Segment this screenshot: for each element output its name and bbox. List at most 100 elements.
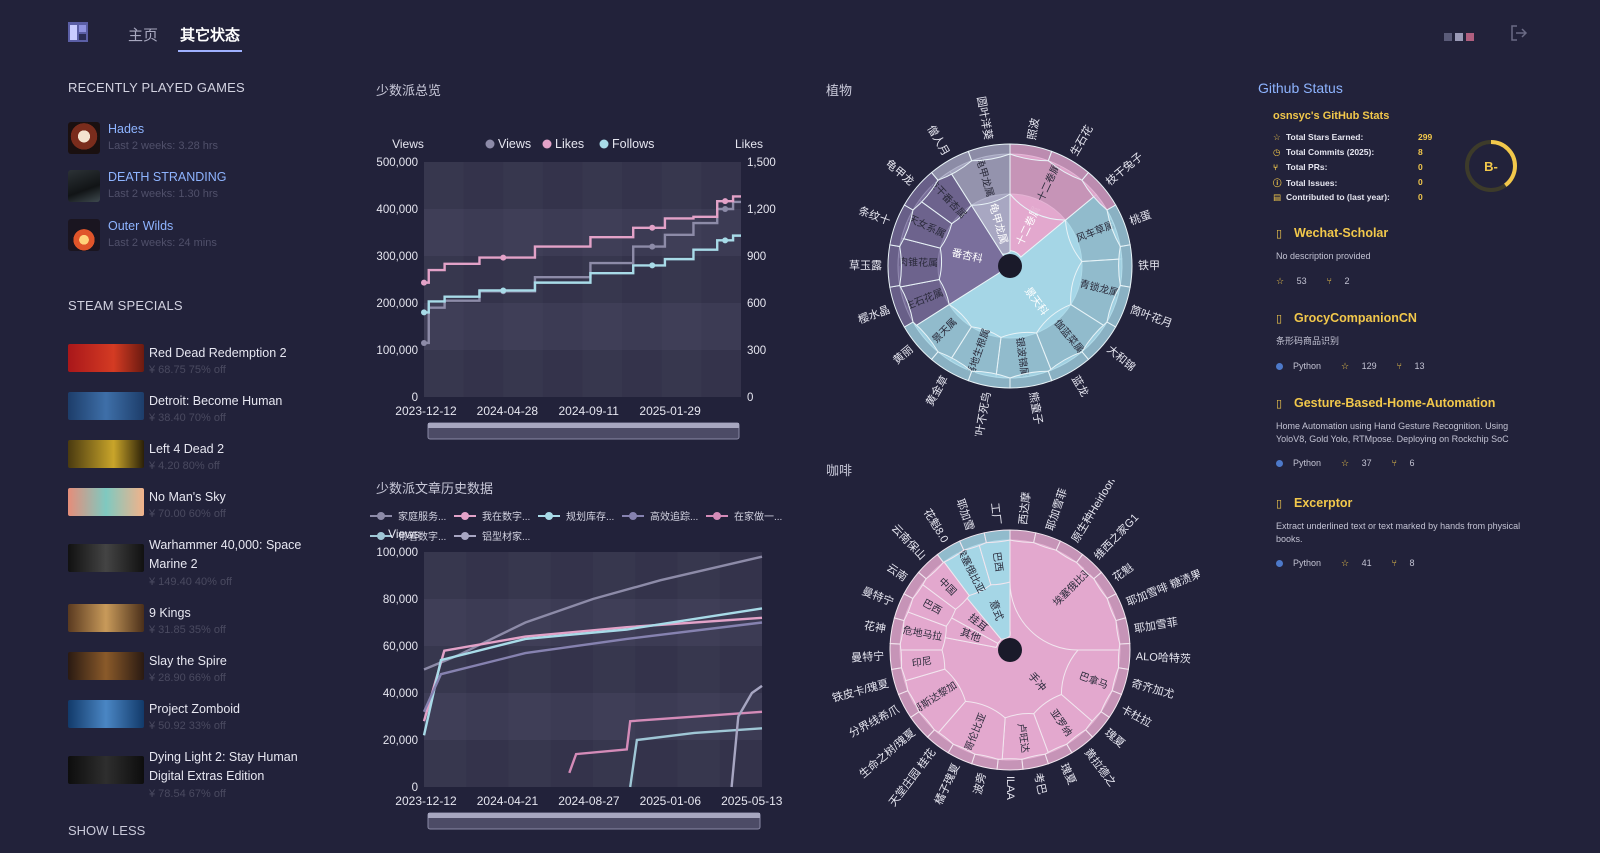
zoom-handle[interactable] xyxy=(428,813,760,818)
special-name[interactable]: 9 Kings xyxy=(149,606,191,620)
legend-item[interactable]: Likes xyxy=(542,137,585,151)
sunburst-outer-label: 云南 xyxy=(884,561,910,584)
special-price: ¥ 38.40 70% off xyxy=(149,412,226,424)
legend-item[interactable]: 铝型材家... xyxy=(454,530,530,543)
data-point[interactable] xyxy=(421,309,427,316)
sunburst-outer-label: 奇齐加尤 xyxy=(1130,676,1176,701)
series-line[interactable] xyxy=(629,727,763,788)
theme-dot-icon[interactable] xyxy=(1466,33,1474,41)
theme-dot-icon[interactable] xyxy=(1444,33,1452,41)
zoom-handle[interactable] xyxy=(428,423,739,428)
game-name[interactable]: DEATH STRANDING xyxy=(108,170,227,184)
special-name[interactable]: Dying Light 2: Stay Human Digital Extras… xyxy=(149,750,298,783)
history-line-chart: 家庭服务... 我在数字... 规划库存... 高效追踪... 在家做一... 带着数字.… xyxy=(370,510,783,830)
sunburst-outer-label: 大和锦 xyxy=(1104,342,1138,374)
repo-name[interactable]: GrocyCompanionCN xyxy=(1294,311,1417,325)
sunburst-outer-label: 花神 xyxy=(863,618,887,635)
legend-label: 在家做一... xyxy=(734,510,782,523)
sunburst-outer-segment[interactable] xyxy=(967,143,1011,162)
zoom-slider[interactable] xyxy=(427,812,761,830)
data-point[interactable] xyxy=(722,237,729,244)
zoom-slider[interactable] xyxy=(427,422,740,440)
book-icon: ▤ xyxy=(1273,192,1282,202)
data-point[interactable] xyxy=(722,206,729,212)
sunburst-outer-segment[interactable] xyxy=(889,642,903,670)
data-point[interactable] xyxy=(421,339,427,346)
recent-game-row[interactable]: DEATH STRANDING Last 2 weeks: 1.30 hrs xyxy=(68,170,338,206)
sunburst-outer-segment[interactable] xyxy=(887,244,902,288)
special-name[interactable]: Slay the Spire xyxy=(149,654,227,668)
logout-icon[interactable] xyxy=(1510,24,1528,42)
gh-stats-card-title: osnsyc's GitHub Stats xyxy=(1273,110,1390,122)
sunburst-outer-segment[interactable] xyxy=(1118,244,1133,288)
data-point[interactable] xyxy=(649,224,656,231)
plot-col-band xyxy=(503,162,543,397)
legend-item[interactable]: 带着数字... xyxy=(370,530,446,543)
data-point[interactable] xyxy=(500,254,507,261)
game-name[interactable]: Hades xyxy=(108,122,145,136)
nav-home[interactable]: 主页 xyxy=(128,27,159,44)
sunburst-outer-label: 僧人月 xyxy=(924,123,952,158)
nav-other-status[interactable]: 其它状态 xyxy=(177,24,243,52)
sunburst-outer-label: ALO哈特茨 xyxy=(1135,649,1191,666)
y2-axis-label: Likes xyxy=(735,137,763,151)
recent-game-row[interactable]: Outer Wilds Last 2 weeks: 24 mins xyxy=(68,219,338,255)
legend-item[interactable]: 我在数字... xyxy=(454,510,530,523)
game-thumbnail xyxy=(68,440,144,468)
legend-marker xyxy=(542,139,552,149)
sunburst-outer-label: 圆叶洋葵 xyxy=(974,96,995,141)
data-point[interactable] xyxy=(500,287,507,294)
y-tick-label: 0 xyxy=(412,392,418,404)
sunburst-outer-label: 蓝龙 xyxy=(1069,373,1091,399)
special-price: ¥ 31.85 35% off xyxy=(149,624,226,636)
sunburst-outer-segment[interactable] xyxy=(983,529,1011,544)
special-price: ¥ 70.00 60% off xyxy=(149,508,226,520)
repo-name[interactable]: Excerptor xyxy=(1294,496,1353,510)
theme-dot-icon[interactable] xyxy=(1455,33,1463,41)
data-point[interactable] xyxy=(421,279,427,286)
game-name[interactable]: Outer Wilds xyxy=(108,219,174,233)
special-name[interactable]: No Man's Sky xyxy=(149,490,226,504)
legend-label: 铝型材家... xyxy=(482,530,530,543)
sunburst-outer-segment[interactable] xyxy=(1117,642,1131,670)
series-line[interactable] xyxy=(422,621,763,713)
game-playtime: Last 2 weeks: 3.28 hrs xyxy=(108,140,219,152)
legend-item[interactable]: Views xyxy=(485,137,532,151)
app-logo-icon[interactable] xyxy=(68,22,88,42)
legend-label: 我在数字... xyxy=(482,510,530,523)
special-name[interactable]: Warhammer 40,000: Space Marine 2 xyxy=(149,538,302,571)
repo-name[interactable]: Wechat-Scholar xyxy=(1294,226,1389,240)
series-line[interactable] xyxy=(730,684,763,788)
sunburst-outer-label: 黄拉德之 xyxy=(1082,745,1120,789)
data-point[interactable] xyxy=(649,243,656,250)
plot-band xyxy=(424,740,762,787)
sunburst-outer-label: 分界线希爪 xyxy=(846,702,901,740)
show-less-button[interactable]: SHOW LESS xyxy=(68,823,146,838)
series-line[interactable] xyxy=(424,234,741,314)
sunburst-outer-label: 黄金草 xyxy=(922,373,951,409)
sunburst-outer-segment[interactable] xyxy=(996,758,1024,771)
special-name[interactable]: Project Zomboid xyxy=(149,702,241,716)
sunburst-outer-label: 维西之家G1 xyxy=(1091,510,1142,562)
legend-item[interactable]: 在家做一... xyxy=(706,510,782,523)
special-name[interactable]: Detroit: Become Human xyxy=(149,394,283,408)
language-dot xyxy=(1276,363,1283,371)
legend-marker xyxy=(377,532,385,540)
recent-game-row[interactable]: Hades Last 2 weeks: 3.28 hrs xyxy=(68,122,338,158)
data-point[interactable] xyxy=(722,198,729,205)
legend-item[interactable]: 高效追踪... xyxy=(622,510,698,523)
legend-item[interactable]: Follows xyxy=(599,137,655,151)
series-line[interactable] xyxy=(568,710,763,774)
special-name[interactable]: Red Dead Redemption 2 xyxy=(149,346,287,360)
legend-marker xyxy=(461,532,469,540)
sunburst-outer-label: 波旁 xyxy=(970,771,988,795)
fork-icon: ⑂ xyxy=(1391,558,1400,568)
special-name[interactable]: Left 4 Dead 2 xyxy=(149,442,225,456)
series-line[interactable] xyxy=(424,195,741,284)
sunburst-outer-segment[interactable] xyxy=(1009,529,1037,544)
data-point[interactable] xyxy=(649,262,656,269)
theme-dots[interactable] xyxy=(1444,28,1477,46)
legend-item[interactable]: 规划库存... xyxy=(538,510,614,523)
legend-item[interactable]: 家庭服务... xyxy=(370,510,446,523)
repo-name[interactable]: Gesture-Based-Home-Automation xyxy=(1294,396,1496,410)
